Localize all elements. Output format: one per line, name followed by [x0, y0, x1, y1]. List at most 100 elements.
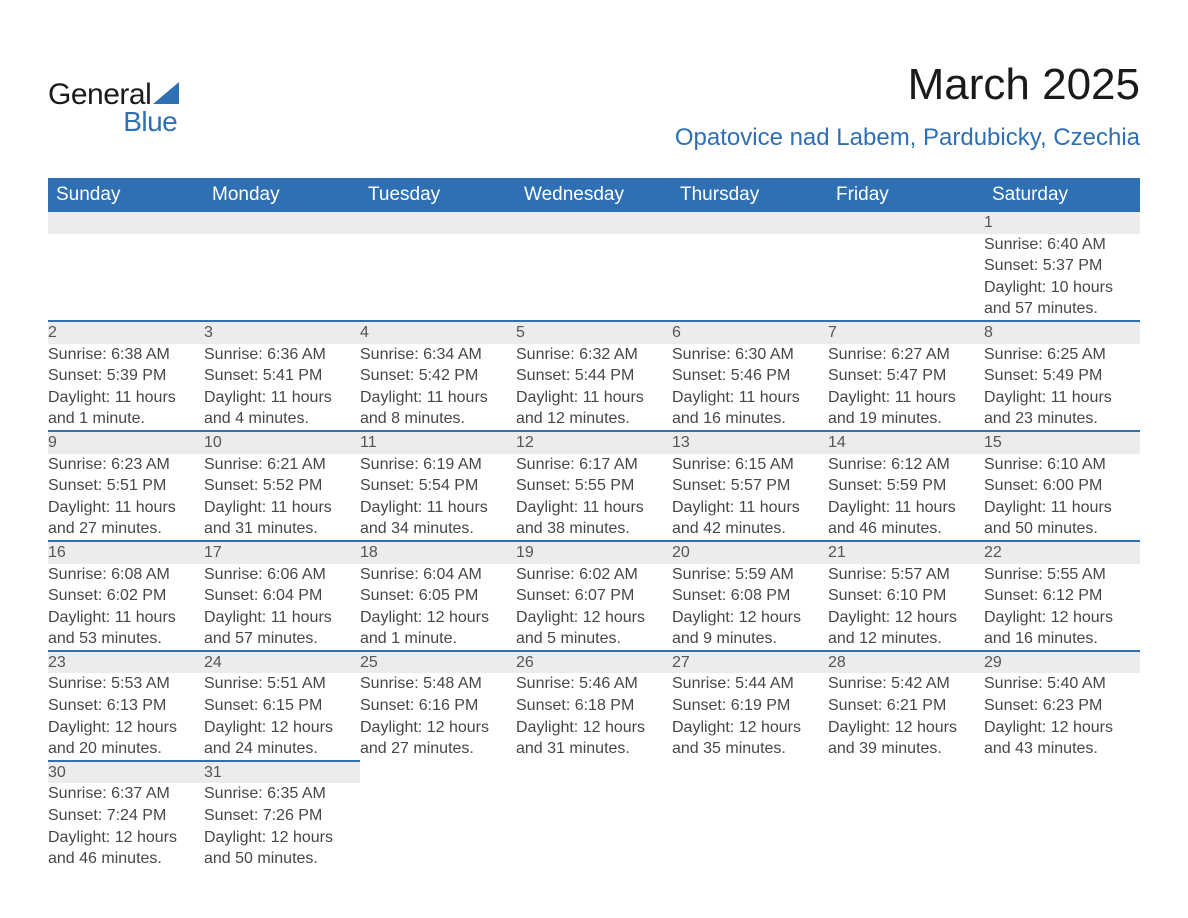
day-info-cell: Sunrise: 6:06 AMSunset: 6:04 PMDaylight:…: [204, 564, 360, 651]
day-info-cell: [828, 234, 984, 321]
day-d2: and 35 minutes.: [672, 738, 828, 760]
day-d1: Daylight: 12 hours: [516, 717, 672, 739]
day-d1: Daylight: 11 hours: [360, 387, 516, 409]
day-number-cell: 5: [516, 321, 672, 344]
day-d2: and 4 minutes.: [204, 408, 360, 430]
day-number-cell: 26: [516, 651, 672, 674]
day-number-cell: [48, 212, 204, 234]
week-daynum-row: 16171819202122: [48, 541, 1140, 564]
day-info-cell: [984, 783, 1140, 869]
logo-sail-icon: [153, 82, 179, 104]
day-ss: Sunset: 6:10 PM: [828, 585, 984, 607]
day-d2: and 57 minutes.: [984, 298, 1140, 320]
day-number-cell: 28: [828, 651, 984, 674]
day-info-cell: [204, 234, 360, 321]
day-d1: Daylight: 11 hours: [984, 497, 1140, 519]
day-info-cell: Sunrise: 5:55 AMSunset: 6:12 PMDaylight:…: [984, 564, 1140, 651]
day-d1: Daylight: 12 hours: [204, 827, 360, 849]
day-d1: Daylight: 11 hours: [204, 497, 360, 519]
day-d2: and 23 minutes.: [984, 408, 1140, 430]
day-d1: Daylight: 11 hours: [672, 387, 828, 409]
day-sr: Sunrise: 6:06 AM: [204, 564, 360, 586]
day-number-cell: [360, 761, 516, 784]
week-info-row: Sunrise: 5:53 AMSunset: 6:13 PMDaylight:…: [48, 673, 1140, 760]
day-d2: and 46 minutes.: [828, 518, 984, 540]
day-d2: and 50 minutes.: [204, 848, 360, 870]
day-info-cell: Sunrise: 5:48 AMSunset: 6:16 PMDaylight:…: [360, 673, 516, 760]
day-d2: and 12 minutes.: [828, 628, 984, 650]
day-info-cell: Sunrise: 6:02 AMSunset: 6:07 PMDaylight:…: [516, 564, 672, 651]
day-info-cell: [672, 234, 828, 321]
logo: General Blue: [48, 60, 179, 138]
day-ss: Sunset: 6:23 PM: [984, 695, 1140, 717]
logo-word2: Blue: [123, 106, 177, 138]
day-number-cell: [828, 761, 984, 784]
day-info-cell: Sunrise: 6:27 AMSunset: 5:47 PMDaylight:…: [828, 344, 984, 431]
day-sr: Sunrise: 6:32 AM: [516, 344, 672, 366]
week-info-row: Sunrise: 6:38 AMSunset: 5:39 PMDaylight:…: [48, 344, 1140, 431]
day-ss: Sunset: 5:55 PM: [516, 475, 672, 497]
day-ss: Sunset: 6:02 PM: [48, 585, 204, 607]
day-number-cell: 15: [984, 431, 1140, 454]
day-info-cell: Sunrise: 6:32 AMSunset: 5:44 PMDaylight:…: [516, 344, 672, 431]
day-ss: Sunset: 5:46 PM: [672, 365, 828, 387]
day-ss: Sunset: 5:54 PM: [360, 475, 516, 497]
day-number-cell: [516, 212, 672, 234]
day-sr: Sunrise: 6:25 AM: [984, 344, 1140, 366]
day-d2: and 9 minutes.: [672, 628, 828, 650]
day-header-row: SundayMondayTuesdayWednesdayThursdayFrid…: [48, 178, 1140, 212]
day-d1: Daylight: 12 hours: [828, 717, 984, 739]
day-ss: Sunset: 6:12 PM: [984, 585, 1140, 607]
day-sr: Sunrise: 5:44 AM: [672, 673, 828, 695]
day-ss: Sunset: 5:44 PM: [516, 365, 672, 387]
day-number-cell: 17: [204, 541, 360, 564]
day-info-cell: Sunrise: 6:25 AMSunset: 5:49 PMDaylight:…: [984, 344, 1140, 431]
week-info-row: Sunrise: 6:08 AMSunset: 6:02 PMDaylight:…: [48, 564, 1140, 651]
day-info-cell: Sunrise: 6:36 AMSunset: 5:41 PMDaylight:…: [204, 344, 360, 431]
day-ss: Sunset: 6:00 PM: [984, 475, 1140, 497]
day-d2: and 16 minutes.: [984, 628, 1140, 650]
day-sr: Sunrise: 6:40 AM: [984, 234, 1140, 256]
day-d1: Daylight: 12 hours: [48, 717, 204, 739]
day-d1: Daylight: 12 hours: [360, 607, 516, 629]
day-sr: Sunrise: 5:46 AM: [516, 673, 672, 695]
day-d1: Daylight: 11 hours: [48, 497, 204, 519]
day-d2: and 57 minutes.: [204, 628, 360, 650]
day-number-cell: [672, 761, 828, 784]
day-ss: Sunset: 6:15 PM: [204, 695, 360, 717]
day-sr: Sunrise: 5:53 AM: [48, 673, 204, 695]
day-sr: Sunrise: 6:23 AM: [48, 454, 204, 476]
day-ss: Sunset: 5:59 PM: [828, 475, 984, 497]
day-d2: and 12 minutes.: [516, 408, 672, 430]
day-header: Wednesday: [516, 178, 672, 212]
day-sr: Sunrise: 5:59 AM: [672, 564, 828, 586]
day-d1: Daylight: 12 hours: [828, 607, 984, 629]
day-info-cell: [360, 234, 516, 321]
day-info-cell: [360, 783, 516, 869]
day-info-cell: [48, 234, 204, 321]
day-info-cell: Sunrise: 6:17 AMSunset: 5:55 PMDaylight:…: [516, 454, 672, 541]
day-d2: and 39 minutes.: [828, 738, 984, 760]
day-info-cell: Sunrise: 6:10 AMSunset: 6:00 PMDaylight:…: [984, 454, 1140, 541]
day-info-cell: Sunrise: 5:44 AMSunset: 6:19 PMDaylight:…: [672, 673, 828, 760]
day-sr: Sunrise: 6:15 AM: [672, 454, 828, 476]
day-number-cell: [984, 761, 1140, 784]
day-info-cell: Sunrise: 6:08 AMSunset: 6:02 PMDaylight:…: [48, 564, 204, 651]
day-sr: Sunrise: 6:02 AM: [516, 564, 672, 586]
day-ss: Sunset: 7:24 PM: [48, 805, 204, 827]
day-header: Saturday: [984, 178, 1140, 212]
day-d2: and 38 minutes.: [516, 518, 672, 540]
day-number-cell: 24: [204, 651, 360, 674]
day-sr: Sunrise: 6:19 AM: [360, 454, 516, 476]
week-daynum-row: 3031: [48, 761, 1140, 784]
day-sr: Sunrise: 6:27 AM: [828, 344, 984, 366]
day-ss: Sunset: 6:16 PM: [360, 695, 516, 717]
day-ss: Sunset: 7:26 PM: [204, 805, 360, 827]
week-info-row: Sunrise: 6:23 AMSunset: 5:51 PMDaylight:…: [48, 454, 1140, 541]
day-d1: Daylight: 11 hours: [360, 497, 516, 519]
day-info-cell: Sunrise: 6:19 AMSunset: 5:54 PMDaylight:…: [360, 454, 516, 541]
day-d1: Daylight: 11 hours: [516, 497, 672, 519]
day-sr: Sunrise: 6:17 AM: [516, 454, 672, 476]
day-number-cell: 23: [48, 651, 204, 674]
day-d1: Daylight: 12 hours: [984, 717, 1140, 739]
